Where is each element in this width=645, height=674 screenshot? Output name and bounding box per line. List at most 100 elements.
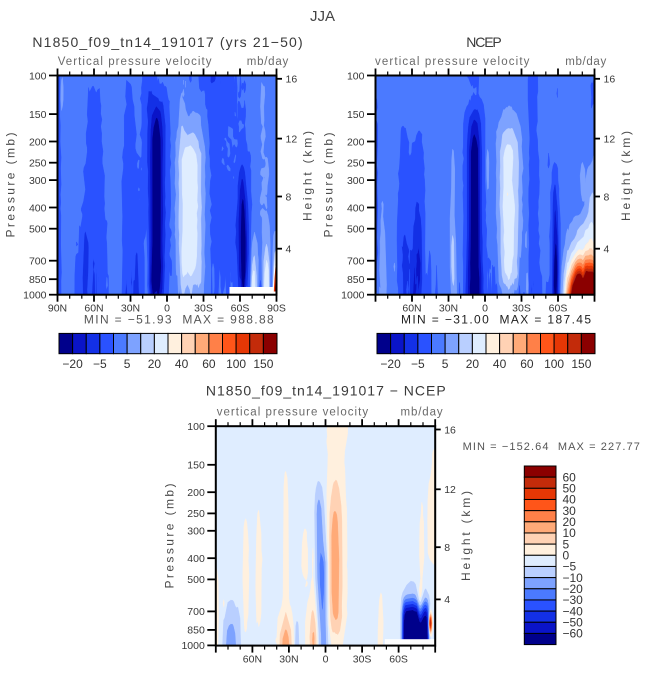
- svg-text:150: 150: [29, 109, 47, 121]
- svg-text:30N: 30N: [439, 303, 458, 315]
- svg-text:60S: 60S: [549, 303, 568, 315]
- svg-text:300: 300: [29, 175, 47, 187]
- svg-text:50: 50: [563, 482, 577, 496]
- svg-text:Vertical pressure velocity: Vertical pressure velocity: [58, 56, 212, 68]
- svg-text:Pressure (mb): Pressure (mb): [322, 133, 336, 238]
- svg-text:300: 300: [187, 526, 205, 538]
- svg-text:60S: 60S: [389, 653, 408, 665]
- svg-text:−20: −20: [563, 582, 584, 596]
- svg-text:30N: 30N: [121, 303, 140, 315]
- svg-text:40: 40: [493, 357, 507, 371]
- svg-text:850: 850: [347, 274, 365, 286]
- svg-text:300: 300: [347, 175, 365, 187]
- svg-text:−40: −40: [563, 604, 584, 618]
- svg-text:30S: 30S: [194, 303, 213, 315]
- svg-text:200: 200: [29, 136, 47, 148]
- svg-text:200: 200: [187, 487, 205, 499]
- svg-text:NCEP: NCEP: [466, 34, 502, 50]
- svg-text:60N: 60N: [243, 653, 262, 665]
- svg-text:−10: −10: [563, 571, 584, 585]
- svg-text:400: 400: [29, 202, 47, 214]
- svg-text:MIN = −152.64 MAX = 227.77: MIN = −152.64 MAX = 227.77: [463, 441, 640, 453]
- svg-text:mb/day: mb/day: [247, 56, 289, 68]
- svg-text:mb/day: mb/day: [565, 56, 606, 68]
- svg-text:150: 150: [187, 460, 205, 472]
- svg-text:20: 20: [563, 515, 577, 529]
- svg-text:100: 100: [347, 70, 365, 82]
- svg-text:12: 12: [286, 133, 298, 145]
- svg-text:1000: 1000: [23, 290, 47, 302]
- svg-text:40: 40: [563, 493, 577, 507]
- svg-text:vertical pressure velocity: vertical pressure velocity: [217, 406, 369, 418]
- svg-text:Height (km): Height (km): [301, 131, 315, 221]
- svg-text:30: 30: [563, 504, 577, 518]
- svg-text:150: 150: [571, 357, 591, 371]
- svg-text:150: 150: [347, 109, 365, 121]
- svg-text:250: 250: [187, 508, 205, 520]
- svg-text:100: 100: [226, 357, 246, 371]
- svg-text:12: 12: [444, 484, 456, 496]
- svg-text:−20: −20: [380, 357, 401, 371]
- svg-text:5: 5: [563, 537, 570, 551]
- svg-text:N1850_f09_tn14_191017 (yrs 21−: N1850_f09_tn14_191017 (yrs 21−50): [32, 34, 302, 50]
- svg-text:100: 100: [187, 421, 205, 433]
- svg-text:Height (km): Height (km): [459, 491, 473, 581]
- svg-text:0: 0: [563, 549, 570, 563]
- svg-text:700: 700: [187, 606, 205, 618]
- svg-text:−5: −5: [93, 357, 107, 371]
- svg-text:150: 150: [253, 357, 273, 371]
- svg-text:60: 60: [202, 357, 216, 371]
- svg-text:10: 10: [563, 526, 577, 540]
- svg-text:−30: −30: [563, 593, 584, 607]
- svg-text:250: 250: [347, 158, 365, 170]
- svg-text:90N: 90N: [48, 303, 67, 315]
- svg-text:30S: 30S: [353, 653, 372, 665]
- svg-text:MIN = −31.00 MAX = 187.45: MIN = −31.00 MAX = 187.45: [401, 313, 591, 327]
- svg-text:16: 16: [604, 74, 616, 86]
- svg-text:30S: 30S: [512, 303, 531, 315]
- svg-text:8: 8: [286, 191, 292, 203]
- svg-text:20: 20: [148, 357, 162, 371]
- svg-text:0: 0: [323, 653, 329, 665]
- svg-text:Height (km): Height (km): [619, 131, 633, 221]
- svg-text:60S: 60S: [231, 303, 250, 315]
- svg-text:500: 500: [29, 224, 47, 236]
- svg-text:−20: −20: [62, 357, 83, 371]
- svg-text:8: 8: [444, 542, 450, 554]
- svg-text:850: 850: [29, 274, 47, 286]
- svg-text:vertical pressure velocity: vertical pressure velocity: [375, 56, 530, 68]
- svg-text:5: 5: [442, 357, 449, 371]
- svg-text:60N: 60N: [84, 303, 103, 315]
- svg-text:20: 20: [466, 357, 480, 371]
- svg-text:Pressure (mb): Pressure (mb): [163, 484, 177, 589]
- svg-text:JJA: JJA: [310, 8, 335, 25]
- svg-text:100: 100: [29, 70, 47, 82]
- svg-text:Pressure (mb): Pressure (mb): [4, 133, 18, 238]
- svg-text:1000: 1000: [181, 640, 205, 652]
- svg-text:700: 700: [29, 256, 47, 268]
- svg-text:N1850_f09_tn14_191017 − NCEP: N1850_f09_tn14_191017 − NCEP: [206, 383, 446, 399]
- svg-text:500: 500: [187, 574, 205, 586]
- svg-text:400: 400: [347, 202, 365, 214]
- svg-text:60N: 60N: [402, 303, 421, 315]
- svg-text:16: 16: [444, 424, 456, 436]
- svg-text:0: 0: [482, 303, 488, 315]
- svg-text:500: 500: [347, 224, 365, 236]
- svg-text:−5: −5: [563, 560, 577, 574]
- svg-text:400: 400: [187, 553, 205, 565]
- svg-text:5: 5: [124, 357, 131, 371]
- svg-text:16: 16: [286, 74, 298, 86]
- svg-text:−50: −50: [563, 616, 584, 630]
- svg-text:MIN = −51.93 MAX = 988.88: MIN = −51.93 MAX = 988.88: [84, 313, 274, 327]
- svg-text:200: 200: [347, 136, 365, 148]
- svg-text:4: 4: [444, 594, 450, 606]
- svg-text:40: 40: [175, 357, 189, 371]
- svg-text:4: 4: [604, 244, 610, 256]
- svg-text:1000: 1000: [341, 290, 365, 302]
- svg-text:60: 60: [520, 357, 534, 371]
- svg-text:8: 8: [604, 191, 610, 203]
- svg-text:12: 12: [604, 133, 616, 145]
- svg-text:90S: 90S: [267, 303, 286, 315]
- svg-text:−5: −5: [411, 357, 425, 371]
- svg-text:250: 250: [29, 158, 47, 170]
